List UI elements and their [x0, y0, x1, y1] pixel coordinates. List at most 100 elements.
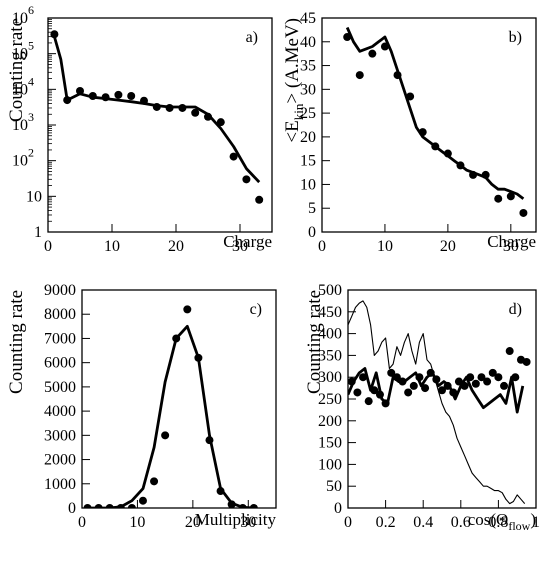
y-tick-label: 102 [12, 146, 34, 170]
x-tick-label: 20 [168, 238, 184, 255]
y-tick-label: 15 [300, 153, 316, 170]
x-tick-label: 0.2 [376, 514, 396, 531]
x-tick-label: 1 [532, 514, 540, 531]
y-tick-label: 103 [12, 110, 34, 134]
y-tick-label: 6000 [44, 355, 76, 372]
data-point [191, 108, 200, 117]
x-tick-label: 0 [78, 514, 86, 531]
line-series [53, 36, 261, 184]
data-point [50, 30, 59, 39]
data-point [477, 373, 486, 382]
data-point [404, 388, 413, 397]
line-series [87, 324, 254, 508]
data-point [519, 208, 528, 217]
y-tick-label: 30 [300, 81, 316, 98]
x-tick-label: 0 [44, 238, 52, 255]
data-point [494, 194, 503, 203]
data-point [161, 431, 170, 440]
panel-a: 0 10 20 30 1 10 102 103 104 105 106 a) Charge Countin… [6, 3, 273, 255]
data-point [229, 152, 238, 161]
data-point [454, 377, 463, 386]
data-point [172, 334, 181, 343]
data-point [370, 386, 379, 395]
data-point [114, 90, 123, 99]
data-point [522, 357, 531, 366]
data-point [438, 386, 446, 395]
y-tick-label: 4000 [44, 403, 76, 420]
data-point [460, 381, 469, 390]
data-point [204, 112, 212, 121]
panel-label: a) [246, 29, 258, 46]
y-tick-label: 7000 [44, 330, 76, 347]
data-point [415, 373, 424, 382]
plot-frame [47, 17, 273, 233]
y-axis-label: <Ekin> (A.MeV) [282, 18, 306, 143]
data-point [483, 377, 492, 386]
x-tick-label: 10 [129, 514, 145, 531]
data-point [421, 384, 430, 393]
data-point [375, 390, 384, 399]
y-tick-label: 200 [318, 413, 342, 430]
y-tick-label: 40 [300, 34, 316, 51]
data-point [76, 86, 84, 95]
data-point [88, 92, 97, 101]
data-point [152, 102, 161, 111]
y-tick-label: 9000 [44, 282, 76, 299]
data-point [353, 388, 362, 397]
panel-b: 0 10 20 30 0 5 10 15 20 25 30 35 40 45 b) Charge <Ekin> … [282, 10, 537, 255]
data-point [392, 373, 401, 382]
y-tick-label: 5 [308, 200, 316, 217]
data-area [348, 300, 531, 505]
x-axis-label: Charge [487, 232, 536, 251]
data-point [466, 373, 475, 382]
data-point [348, 377, 356, 386]
data-point [368, 49, 377, 58]
data-point [494, 373, 503, 382]
data-point [456, 161, 465, 170]
data-point [481, 170, 490, 179]
data-point [127, 504, 136, 508]
plot-frame [81, 289, 277, 509]
y-tick-label: 0 [334, 500, 342, 517]
data-point [216, 118, 225, 127]
y-tick-label: 10 [26, 188, 42, 205]
plot-frame [321, 17, 537, 233]
data-point [227, 500, 236, 508]
data-point [127, 92, 136, 101]
y-tick-label: 106 [12, 3, 34, 27]
data-point [140, 96, 148, 105]
data-point [138, 496, 147, 505]
data-point [63, 96, 72, 105]
y-axis-label: Counting rate [6, 18, 27, 122]
data-point [431, 142, 440, 151]
x-tick-label: 20 [185, 514, 201, 531]
x-tick-label: 10 [377, 238, 393, 255]
y-tick-label: 100 [318, 456, 342, 473]
y-tick-label: 0 [308, 224, 316, 241]
data-point [359, 373, 368, 382]
y-tick-label: 1 [34, 224, 42, 241]
y-tick-label: 8000 [44, 306, 76, 323]
x-tick-label: 10 [104, 238, 120, 255]
y-tick-label: 1000 [44, 476, 76, 493]
y-tick-label: 250 [318, 391, 342, 408]
data-point [183, 305, 192, 314]
data-point [500, 381, 509, 390]
data-point [94, 504, 103, 508]
data-point [194, 353, 203, 362]
thin-line-series [348, 300, 526, 505]
y-axis-label: Counting rate [304, 290, 325, 394]
y-tick-label: 500 [318, 282, 342, 299]
x-tick-label: 0 [344, 514, 352, 531]
x-tick-label: 30 [240, 514, 256, 531]
data-point [255, 195, 264, 204]
data-point [409, 381, 418, 390]
data-point [105, 504, 114, 508]
x-tick-label: 30 [503, 238, 519, 255]
data-point [393, 71, 402, 80]
data-point [364, 397, 373, 406]
y-tick-label: 2000 [44, 452, 76, 469]
x-tick-label: 0.8 [488, 514, 508, 531]
data-point [449, 388, 458, 397]
data-point [432, 375, 441, 384]
